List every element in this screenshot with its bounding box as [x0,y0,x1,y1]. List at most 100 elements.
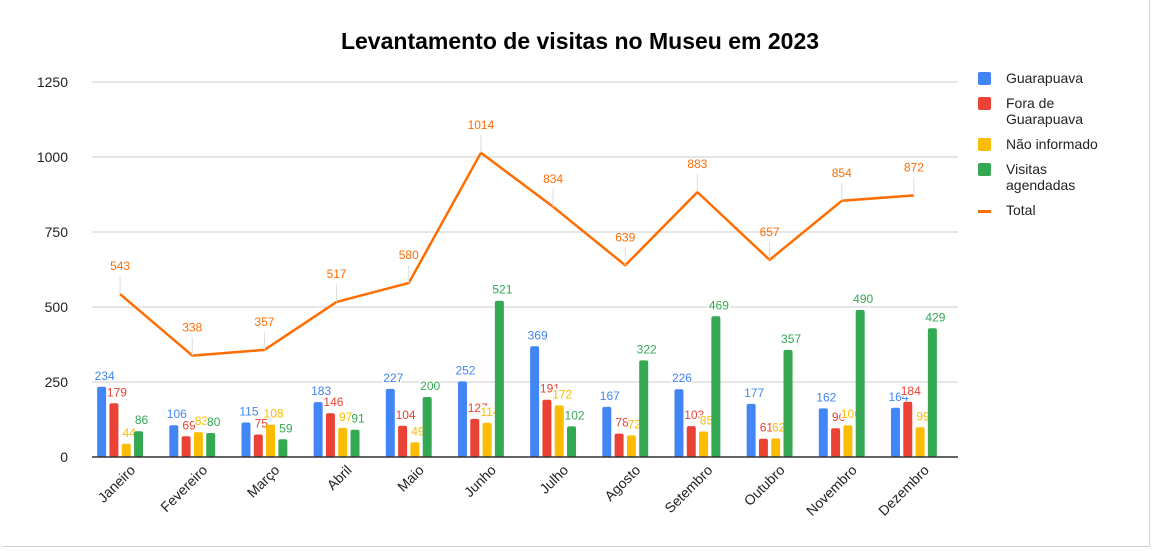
bar-não-informado [410,442,420,457]
y-tick-label: 1000 [37,149,68,165]
bar-visitas-agendadas [711,316,721,457]
bar-não-informado [843,425,853,457]
bar-guarapuava [818,408,828,457]
bar-guarapuava [602,406,612,457]
legend-swatch [978,72,991,85]
bar-fora-de-guarapuava [903,401,913,457]
legend-label: Visitas agendadas [1006,161,1076,193]
data-label: 103 [684,408,704,422]
data-label: 99 [916,409,930,423]
bar-visitas-agendadas [206,433,216,457]
data-label: 191 [540,382,560,396]
x-tick-label: Agosto [601,462,643,504]
data-label: 75 [255,417,269,431]
legend-swatch [978,97,991,110]
bar-visitas-agendadas [278,439,288,457]
bar-não-informado [121,443,131,457]
bar-não-informado [266,424,276,457]
x-tick-label: Novembro [803,462,860,519]
data-label: 200 [420,379,440,393]
data-label: 127 [468,401,488,415]
line-total [119,151,915,357]
bar-não-informado [626,435,636,457]
y-tick-label: 1250 [37,74,68,90]
data-label: 85 [700,414,714,428]
x-tick-label: Dezembro [875,462,932,519]
bar-visitas-agendadas [134,431,144,457]
chart-title: Levantamento de visitas no Museu em 2023 [340,28,820,54]
data-label-total: 357 [254,315,274,329]
x-tick-label: Julho [536,462,571,497]
data-label: 102 [565,408,585,422]
data-label: 106 [167,407,187,421]
bar-visitas-agendadas [567,426,577,457]
legend-label: Não informado [1006,136,1098,152]
data-label: 183 [311,384,331,398]
data-label-total: 517 [327,267,347,281]
bar-não-informado [554,405,564,457]
bar-visitas-agendadas [927,328,937,457]
bar-guarapuava [97,386,107,457]
data-label-total: 338 [182,321,202,335]
data-label: 72 [628,417,642,431]
data-label: 108 [264,407,284,421]
data-label: 184 [901,384,921,398]
data-label: 167 [600,389,620,403]
data-label: 179 [107,385,127,399]
legend: Guarapuava Fora de Guarapuava Não informad… [978,70,1116,227]
x-tick-label: Junho [461,462,499,500]
bar-guarapuava [169,425,179,457]
legend-swatch [978,138,991,151]
bar-fora-de-guarapuava [758,438,768,457]
legend-label: Total [1006,202,1036,218]
y-tick-label: 250 [45,374,69,390]
data-label-total: 883 [687,157,707,171]
data-label: 78 [615,416,629,430]
bar-não-informado [338,427,348,457]
x-tick-label: Fevereiro [157,462,210,515]
data-label: 83 [195,414,209,428]
data-label: 369 [528,328,548,342]
y-tick-label: 0 [60,449,68,465]
bar-fora-de-guarapuava [253,434,263,457]
bar-guarapuava [674,389,684,457]
x-tick-label: Janeiro [94,462,138,506]
data-label: 227 [383,371,403,385]
x-tick-label: Março [244,462,283,501]
bar-fora-de-guarapuava [470,418,480,457]
data-label: 59 [279,421,293,435]
chart-frame [3,0,1150,547]
bar-fora-de-guarapuava [614,433,624,457]
bar-visitas-agendadas [855,310,865,457]
x-tick-label: Setembro [661,462,715,516]
data-label: 115 [239,405,258,419]
data-label: 146 [323,395,343,409]
legend-label: Guarapuava [1006,70,1084,86]
bar-fora-de-guarapuava [542,399,552,457]
data-label: 234 [95,369,115,383]
legend-swatch [978,163,991,176]
data-label: 44 [123,426,137,440]
data-label: 252 [455,363,475,377]
legend-label: Fora de Guarapuava [1006,95,1084,127]
y-tick-label: 500 [45,299,69,315]
legend-swatch [978,210,991,213]
bar-não-informado [915,427,925,457]
data-label-total: 1014 [468,118,495,132]
legend-item: Total [978,202,1116,218]
data-label-total: 639 [615,230,635,244]
bar-não-informado [699,431,709,457]
data-label: 172 [552,387,572,401]
data-label: 62 [772,420,786,434]
bar-guarapuava [385,388,395,457]
data-label-total: 657 [760,225,780,239]
data-label: 97 [339,410,353,424]
bar-fora-de-guarapuava [686,426,696,457]
x-tick-label: Outubro [741,462,788,509]
data-label: 104 [396,408,416,422]
bar-guarapuava [457,381,467,457]
data-label: 91 [351,412,365,426]
data-label: 322 [637,342,657,356]
legend-item: Visitas agendadas [978,161,1116,193]
data-label: 86 [135,413,149,427]
